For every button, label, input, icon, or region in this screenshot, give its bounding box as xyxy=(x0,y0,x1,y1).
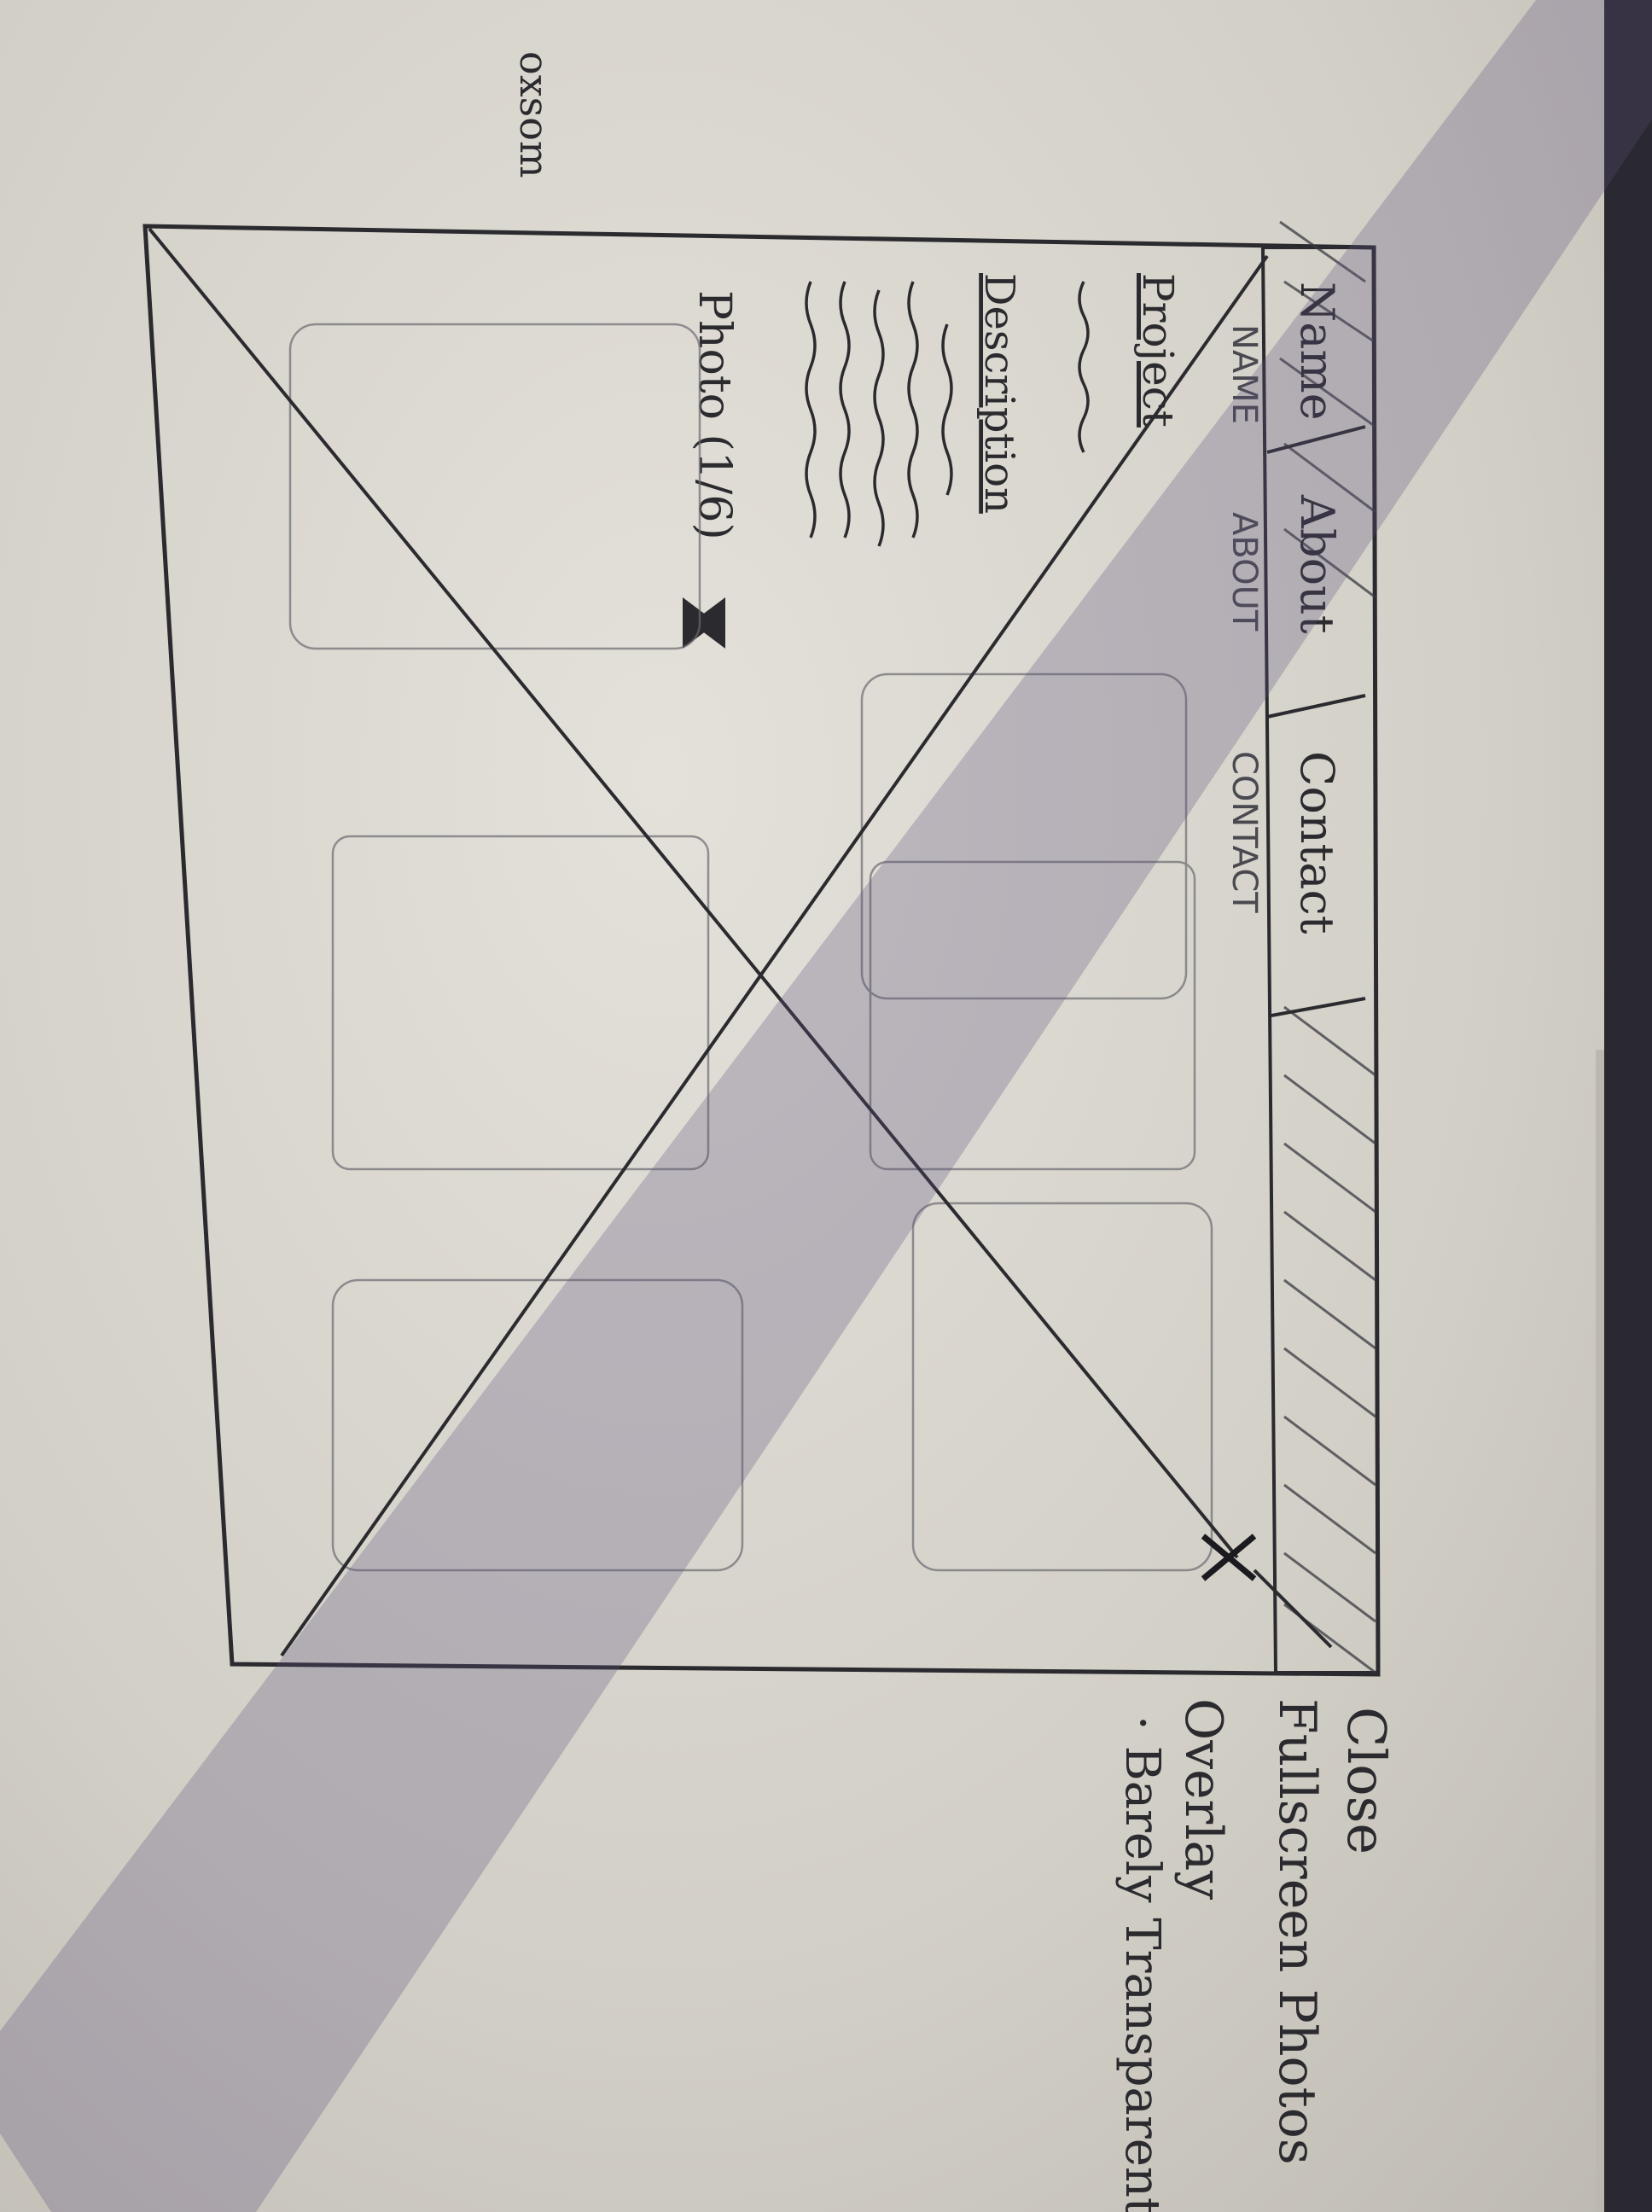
page-frame xyxy=(143,224,1381,1677)
annotation-fullscreen: Fullscreen Photos xyxy=(1267,1698,1327,2165)
annotation-close: Close xyxy=(1335,1707,1398,1854)
nav-separators xyxy=(1266,425,1366,1017)
nav-item-contact[interactable]: Contact xyxy=(1290,751,1344,934)
photo-nav-arrows-icon[interactable] xyxy=(683,597,725,649)
photo-thumb[interactable] xyxy=(860,672,1188,1000)
photo-thumb[interactable] xyxy=(911,1202,1213,1572)
paper-right-margin xyxy=(1596,1050,1604,2212)
nav-bar-outline xyxy=(1260,246,1381,1674)
overlay-cross xyxy=(148,227,1269,1657)
photo-grid-placeholders xyxy=(288,323,1213,1572)
nav-bar-hatching xyxy=(1279,220,1376,1674)
photo-thumb[interactable] xyxy=(331,1278,744,1572)
project-heading: Project xyxy=(1133,273,1183,428)
subnav-item-about: ABOUT xyxy=(1224,512,1264,632)
top-left-note: oxsom xyxy=(511,51,557,178)
annotation-overlay: Overlay xyxy=(1173,1698,1233,1900)
photo-thumb[interactable] xyxy=(288,323,701,650)
close-pointer-line xyxy=(1253,1569,1333,1649)
description-heading: Description xyxy=(975,273,1023,514)
annotation-barely-transparent: · Barely Transparent xyxy=(1114,1715,1170,2212)
subnav-item-name: NAME xyxy=(1224,324,1264,424)
close-icon[interactable] xyxy=(1201,1534,1257,1581)
description-placeholder-lines xyxy=(805,281,1090,547)
photo-thumb[interactable] xyxy=(331,835,710,1171)
table-edge xyxy=(1604,0,1652,2212)
subnav-item-contact: CONTACT xyxy=(1224,751,1264,913)
nav-item-about[interactable]: About xyxy=(1290,494,1344,634)
photo-thumb[interactable] xyxy=(869,860,1196,1171)
photo-counter: Photo (1/6) xyxy=(689,290,740,540)
nav-item-name[interactable]: Name xyxy=(1290,282,1344,421)
